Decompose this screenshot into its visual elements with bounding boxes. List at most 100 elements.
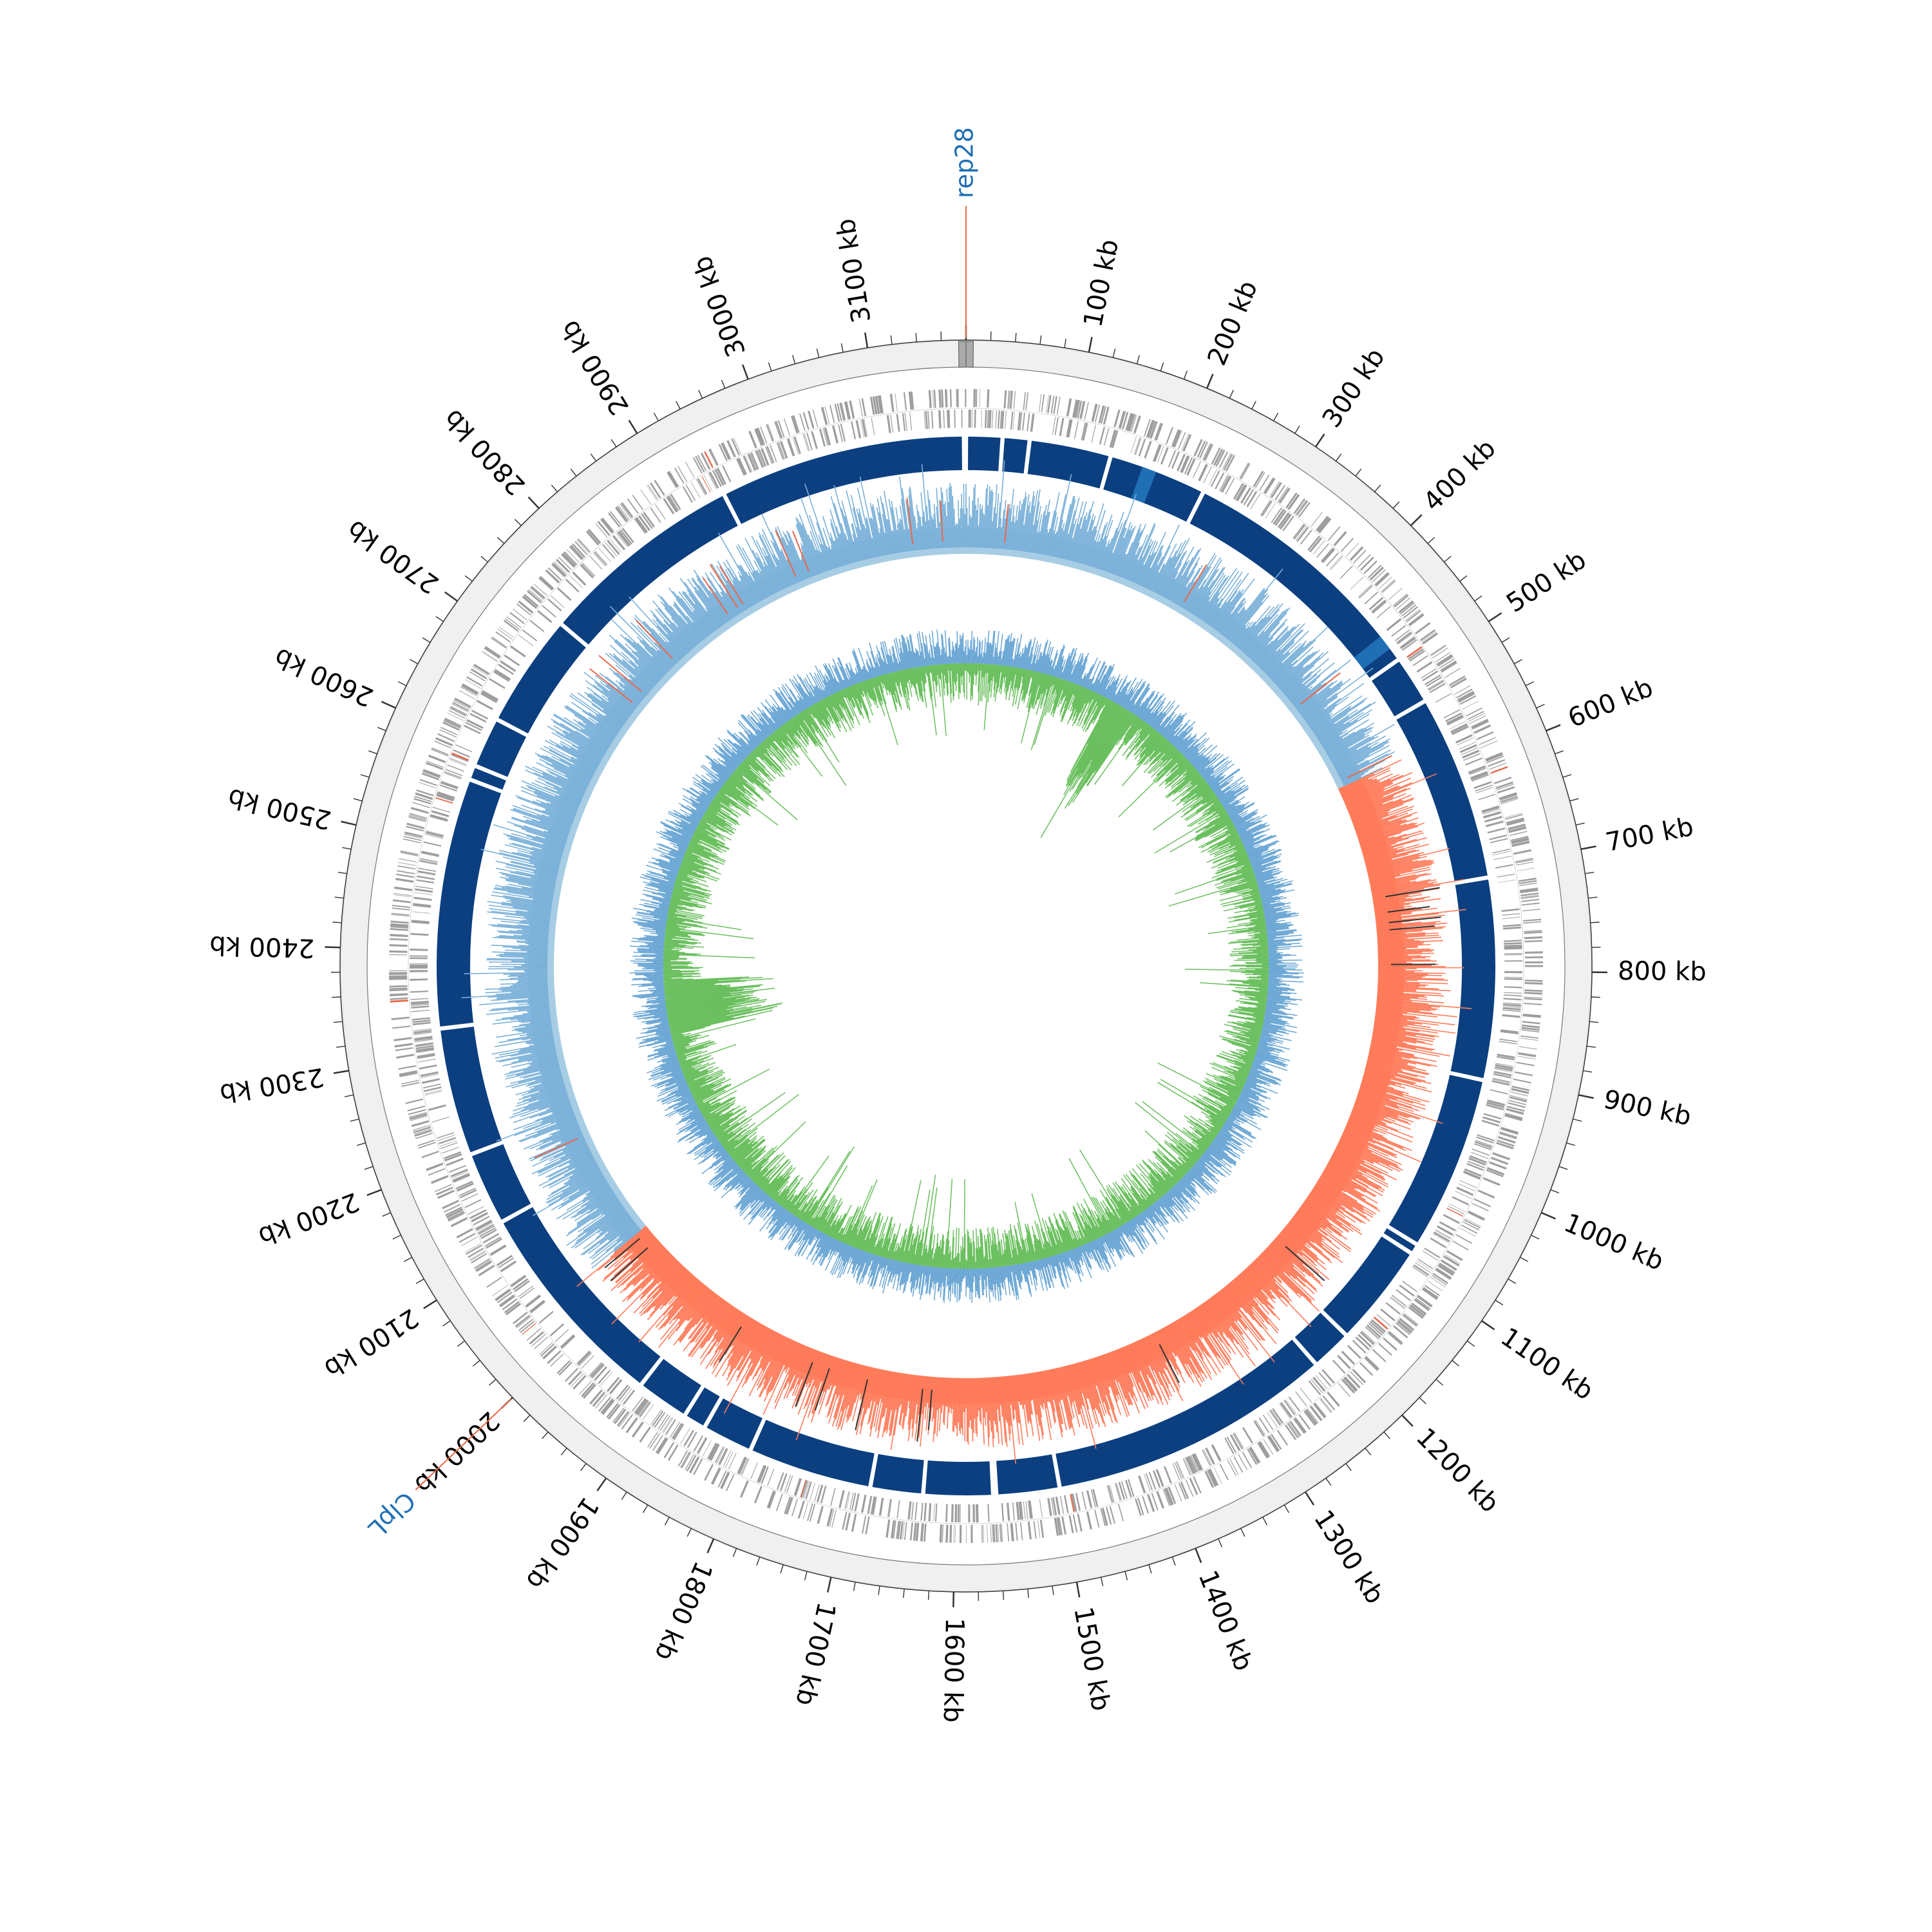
gene-feature <box>1394 594 1409 608</box>
skew-negative <box>1074 689 1090 724</box>
gc-spike <box>1137 1347 1162 1400</box>
gene-feature <box>1424 1285 1440 1296</box>
gene-feature <box>498 663 515 676</box>
gene-feature <box>777 420 785 438</box>
gc-spike <box>520 1119 577 1142</box>
gene-feature <box>1090 1489 1096 1508</box>
gc-spike <box>1219 603 1244 634</box>
gene-feature <box>614 507 628 523</box>
gc-spike <box>840 523 853 564</box>
gc-spike <box>510 837 564 853</box>
gc-spike <box>517 849 561 862</box>
gc-spike <box>665 641 683 659</box>
gc-spike <box>556 776 587 791</box>
gc-spike <box>1082 530 1093 564</box>
gene-feature <box>761 1466 769 1484</box>
gc-spike <box>970 1384 972 1429</box>
gc-spike <box>1352 790 1384 805</box>
skew-negative <box>1026 671 1036 708</box>
gc-spike <box>788 1351 804 1385</box>
gc-spike <box>1381 908 1422 915</box>
gc-spike <box>549 1142 587 1162</box>
gc-spike <box>1311 1201 1338 1220</box>
gene-feature <box>1419 629 1436 641</box>
gc-spike <box>788 1349 800 1375</box>
gc-spike <box>1366 831 1402 844</box>
contig-block <box>752 1419 875 1486</box>
gc-spike <box>1332 743 1371 764</box>
gene-feature <box>1315 1375 1328 1390</box>
gc-spike <box>1255 1267 1290 1303</box>
gc-spike <box>1013 520 1018 551</box>
minor-tick <box>1558 1166 1568 1170</box>
gc-spike <box>1218 1300 1235 1321</box>
gene-feature <box>1059 1495 1065 1514</box>
gc-spike <box>570 758 596 773</box>
gc-spike <box>1136 1348 1151 1379</box>
gc-spike <box>853 541 860 562</box>
gene-feature <box>495 1288 511 1300</box>
gene-feature <box>504 654 520 665</box>
gene-feature <box>923 1502 927 1521</box>
gc-spike <box>510 899 552 907</box>
skew-negative <box>1124 716 1139 736</box>
gc-spike <box>1265 651 1289 675</box>
gene-feature <box>987 389 990 408</box>
gc-spike <box>1105 1360 1119 1395</box>
gc-spike <box>586 687 629 719</box>
gene-feature <box>524 594 539 607</box>
gene-feature <box>482 651 498 662</box>
gc-spike <box>1367 833 1407 847</box>
gc-spike <box>1229 1290 1255 1321</box>
skew-positive <box>1028 654 1034 670</box>
gene-feature <box>1472 1148 1490 1156</box>
minor-tick <box>1590 922 1600 923</box>
minor-tick <box>611 439 617 448</box>
gc-spike <box>1370 1074 1391 1081</box>
contig-block <box>1027 440 1109 489</box>
gene-feature <box>1370 1319 1387 1333</box>
gc-spike <box>1266 1256 1312 1301</box>
gene-feature <box>505 618 520 630</box>
gene-feature <box>1030 413 1034 432</box>
gc-spike <box>868 1374 877 1409</box>
gc-spike <box>1371 849 1420 863</box>
gc-spike <box>828 1364 838 1390</box>
gene-feature <box>1165 1487 1174 1505</box>
gc-spike <box>876 1376 884 1405</box>
gc-spike <box>529 1077 564 1088</box>
gc-spike <box>1097 542 1108 569</box>
gc-spike <box>1379 896 1430 905</box>
gene-feature <box>607 1404 621 1420</box>
gene-feature <box>408 815 427 821</box>
gc-spike <box>1295 684 1327 709</box>
gc-spike <box>513 1093 568 1112</box>
gene-feature <box>1007 390 1010 409</box>
gene-feature <box>840 423 846 442</box>
gc-spike <box>1025 1380 1032 1415</box>
gc-spike <box>727 1327 757 1376</box>
gene-feature <box>1099 426 1106 445</box>
skew-positive <box>1003 636 1009 666</box>
gc-spike <box>647 1276 687 1321</box>
gc-spike <box>582 1184 610 1202</box>
gc-spike <box>1372 856 1420 869</box>
gene-feature <box>451 1171 469 1179</box>
minor-tick <box>940 331 942 341</box>
gene-feature <box>716 468 726 485</box>
gc-spike <box>501 902 552 910</box>
gc-spike <box>887 519 895 554</box>
gene-feature <box>1187 459 1196 476</box>
gene-feature <box>1210 470 1220 488</box>
gene-feature <box>598 547 611 562</box>
gc-spike <box>838 1369 856 1427</box>
gc-spike <box>1383 1001 1440 1008</box>
gc-spike <box>748 572 764 600</box>
gc-spike <box>507 821 567 841</box>
gene-feature <box>445 768 463 777</box>
gc-spike <box>511 902 552 909</box>
gc-spike <box>1141 567 1151 587</box>
gene-feature <box>1508 826 1526 832</box>
gc-spike <box>1276 652 1314 687</box>
gene-feature <box>1398 1320 1413 1332</box>
